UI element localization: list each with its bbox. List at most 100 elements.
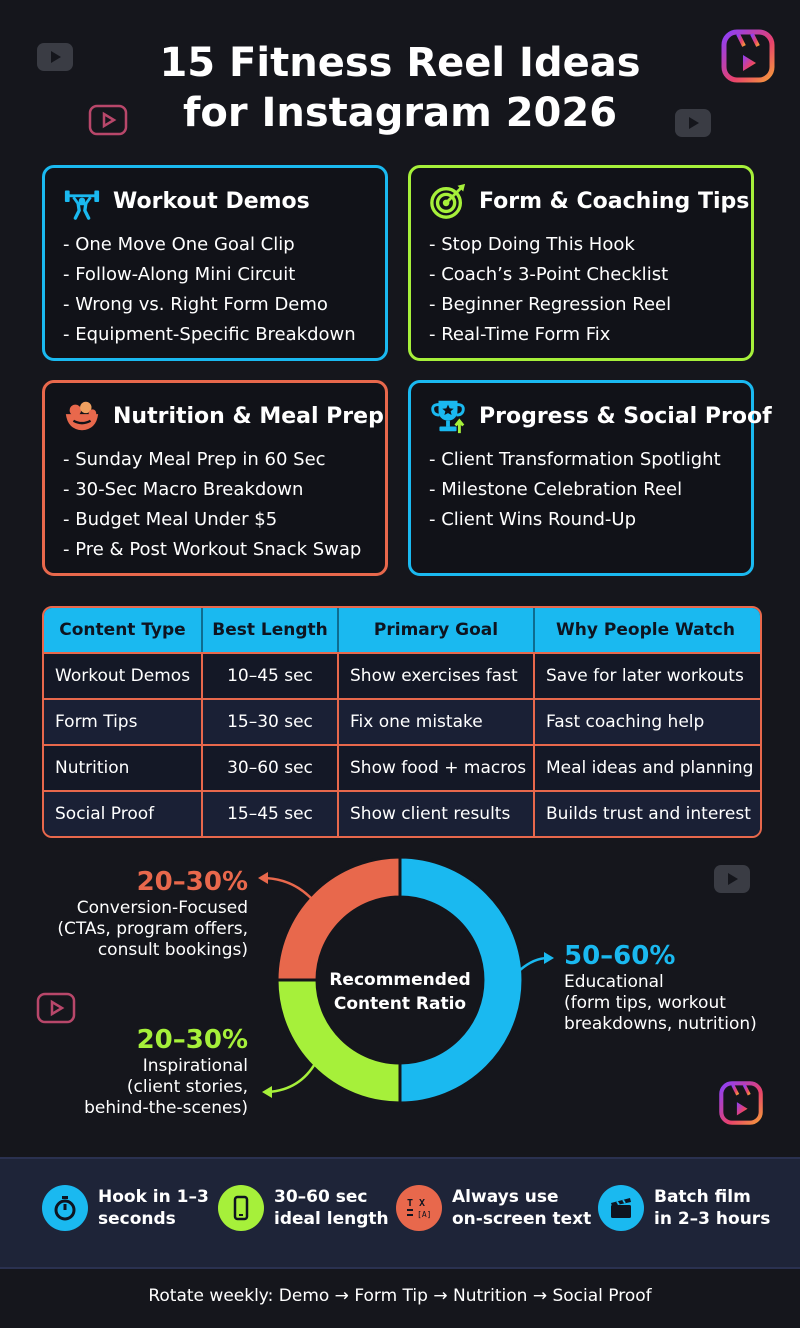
table-cell: Meal ideas and planning — [533, 746, 756, 790]
table-cell: Social Proof — [55, 804, 155, 824]
card-title: Form & Coaching Tips — [479, 188, 750, 214]
play-button-icon — [714, 865, 750, 893]
slice-detail: (client stories, — [126, 1077, 248, 1097]
arrow-conversion-head — [258, 872, 268, 884]
idea-list: - Client Transformation Spotlight - Mile… — [429, 445, 721, 535]
list-item: - 30-Sec Macro Breakdown — [63, 479, 304, 500]
card-title: Workout Demos — [113, 188, 310, 214]
play-button-icon — [88, 104, 128, 136]
content-ratio-donut-chart — [258, 855, 554, 1105]
tip-line: Batch film — [654, 1187, 751, 1207]
svg-text:[A]: [A] — [417, 1210, 431, 1219]
card-form-coaching-tips: Form & Coaching Tips - Stop Doing This H… — [408, 165, 754, 361]
card-title: Nutrition & Meal Prep — [113, 403, 384, 429]
slice-educational — [398, 855, 525, 1105]
arrow-inspirational-head — [262, 1086, 272, 1098]
tip-line: ideal length — [274, 1209, 389, 1229]
list-item: - Beginner Regression Reel — [429, 294, 672, 315]
table-cell: Fast coaching help — [533, 700, 756, 744]
card-nutrition-meal-prep: Nutrition & Meal Prep - Sunday Meal Prep… — [42, 380, 388, 576]
list-item: - Milestone Celebration Reel — [429, 479, 683, 500]
arrow-conversion-line — [261, 876, 319, 907]
table-cell: 30–60 sec — [201, 746, 337, 790]
arrow-educational-head — [544, 952, 554, 964]
slice-detail: (form tips, workout — [564, 993, 726, 1013]
card-header: Form & Coaching Tips — [429, 182, 749, 220]
slice-detail: breakdowns, nutrition) — [564, 1014, 757, 1034]
list-item: - Client Wins Round-Up — [429, 509, 637, 530]
idea-list: - Stop Doing This Hook - Coach’s 3-Point… — [429, 230, 671, 350]
list-item: - Client Transformation Spotlight — [429, 449, 721, 470]
table-cell: Builds trust and interest — [533, 792, 756, 836]
list-item: - Coach’s 3-Point Checklist — [429, 264, 669, 285]
target-icon — [430, 183, 466, 219]
trophy-icon — [431, 400, 465, 434]
list-item: - Equipment-Specific Breakdown — [63, 324, 356, 345]
slice-detail: behind-the-scenes) — [84, 1098, 248, 1118]
tip-item: Hook in 1–3 seconds — [42, 1185, 209, 1231]
reels-icon — [721, 29, 775, 83]
page-title: 15 Fitness Reel Ideas for Instagram 2026 — [0, 38, 800, 138]
tips-band: Hook in 1–3 seconds 30–60 sec ideal length… — [0, 1157, 800, 1269]
list-item: - Real-Time Form Fix — [429, 324, 611, 345]
tip-line: on-screen text — [452, 1209, 592, 1229]
column-header: Best Length — [201, 608, 337, 652]
play-button-icon — [36, 992, 76, 1024]
column-header: Why People Watch — [533, 608, 756, 652]
svg-text:T X: T X — [407, 1198, 425, 1209]
list-item: - Budget Meal Under $5 — [63, 509, 278, 530]
clapperboard-icon — [598, 1185, 644, 1231]
list-item: - Follow-Along Mini Circuit — [63, 264, 296, 285]
list-item: - One Move One Goal Clip — [63, 234, 295, 255]
play-button-icon — [37, 43, 73, 71]
table-cell: 15–30 sec — [201, 700, 337, 744]
slice-detail: consult bookings) — [97, 940, 248, 960]
slice-label: Educational — [564, 972, 664, 992]
title-line-2: for Instagram 2026 — [182, 90, 618, 136]
idea-list: - One Move One Goal Clip - Follow-Along … — [63, 230, 356, 350]
footer-text: Rotate weekly: Demo → Form Tip → Nutriti… — [148, 1286, 652, 1306]
table-cell: Show food + macros — [337, 746, 533, 790]
tip-line: Always use — [452, 1187, 559, 1207]
table-cell: 10–45 sec — [201, 654, 337, 698]
card-title: Progress & Social Proof — [479, 403, 772, 429]
slice-percent: 20–30% — [136, 867, 248, 897]
phone-icon — [218, 1185, 264, 1231]
tip-item: 30–60 sec ideal length — [218, 1185, 389, 1231]
card-header: Progress & Social Proof — [429, 397, 772, 435]
food-bowl-icon — [65, 401, 99, 431]
slice-conversion — [275, 855, 402, 982]
list-item: - Pre & Post Workout Snack Swap — [63, 539, 362, 560]
table-cell: Show exercises fast — [337, 654, 533, 698]
table-row: Nutrition 30–60 sec Show food + macros M… — [44, 744, 760, 790]
card-header: Nutrition & Meal Prep — [63, 397, 384, 435]
slice-percent: 50–60% — [564, 941, 676, 971]
idea-list: - Sunday Meal Prep in 60 Sec - 30-Sec Ma… — [63, 445, 361, 565]
table-row: Workout Demos 10–45 sec Show exercises f… — [44, 652, 760, 698]
table-header-row: Content Type Best Length Primary Goal Wh… — [44, 608, 760, 652]
list-item: - Sunday Meal Prep in 60 Sec — [63, 449, 326, 470]
slice-detail: (CTAs, program offers, — [57, 919, 248, 939]
tip-item: Batch film in 2–3 hours — [598, 1185, 770, 1231]
slice-label: Conversion-Focused — [76, 898, 248, 918]
list-item: - Stop Doing This Hook — [429, 234, 635, 255]
stopwatch-icon — [42, 1185, 88, 1231]
label-educational: 50–60% Educational (form tips, workout b… — [564, 940, 757, 1035]
table-cell: Nutrition — [55, 758, 130, 778]
reels-icon — [719, 1081, 763, 1125]
table-cell: Workout Demos — [55, 666, 191, 686]
table-cell: Show client results — [337, 792, 533, 836]
tip-line: Hook in 1–3 — [98, 1187, 209, 1207]
card-progress-social-proof: Progress & Social Proof - Client Transfo… — [408, 380, 772, 576]
table-cell: Fix one mistake — [337, 700, 533, 744]
table-cell: Form Tips — [55, 712, 138, 732]
tip-item: T X [A] Always use on-screen text — [396, 1185, 591, 1231]
tip-line: in 2–3 hours — [654, 1209, 771, 1229]
slice-label: Inspirational — [142, 1056, 248, 1076]
title-line-1: 15 Fitness Reel Ideas — [159, 40, 641, 86]
weightlifter-icon — [64, 190, 100, 220]
table-row: Social Proof 15–45 sec Show client resul… — [44, 790, 760, 836]
list-item: - Wrong vs. Right Form Demo — [63, 294, 328, 315]
arrow-inspirational-line — [267, 1061, 318, 1094]
play-button-icon — [675, 109, 711, 137]
